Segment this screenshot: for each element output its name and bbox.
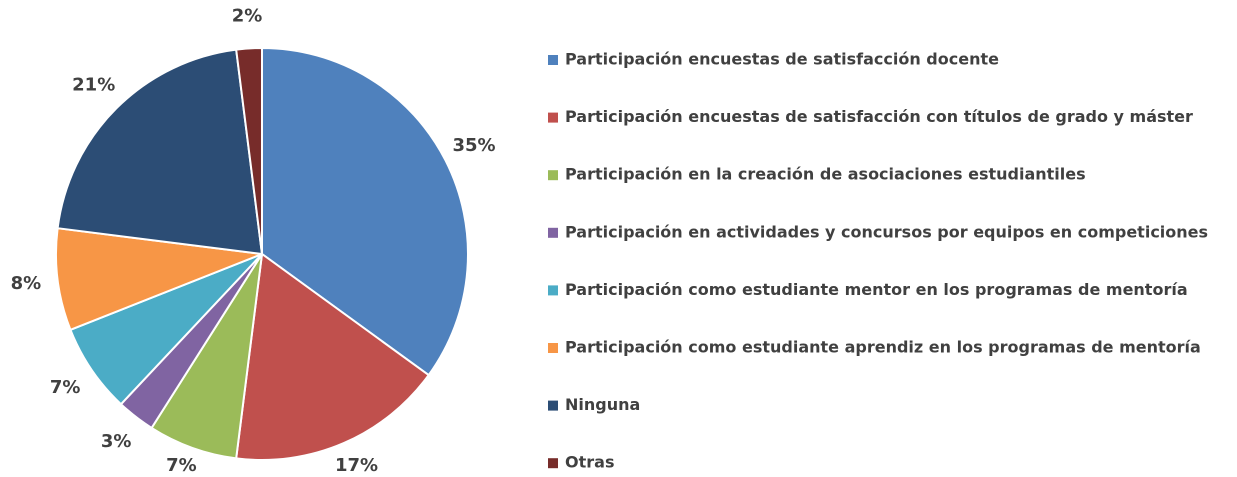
legend-swatch — [548, 55, 558, 65]
data-label: 7% — [166, 455, 197, 476]
legend-label: Participación en la creación de asociaci… — [565, 165, 1086, 184]
data-label: 35% — [453, 135, 496, 156]
legend-swatch — [548, 458, 558, 469]
pie-slice — [235, 46, 263, 255]
legend-swatch — [548, 170, 558, 181]
legend-label: Participación como estudiante aprendiz e… — [565, 338, 1201, 357]
pie-slice — [56, 48, 264, 256]
pie-slice — [55, 227, 263, 332]
legend-label: Participación encuestas de satisfacción … — [565, 50, 999, 69]
data-label: 21% — [72, 75, 115, 96]
data-label: 2% — [232, 5, 263, 26]
legend-swatch — [548, 400, 558, 411]
legend-label: Ninguna — [565, 395, 640, 414]
pie-slice — [235, 252, 431, 461]
data-label: 8% — [11, 273, 42, 294]
legend-swatch — [548, 343, 558, 353]
data-label: 3% — [101, 431, 132, 452]
data-label: 17% — [335, 455, 378, 476]
legend-swatch — [548, 285, 558, 296]
pie-slice — [261, 46, 469, 377]
legend-label: Participación encuestas de satisfacción … — [565, 107, 1193, 126]
data-label: 7% — [50, 377, 81, 398]
legend-swatch — [548, 112, 558, 123]
legend-swatch — [548, 227, 558, 238]
legend-label: Otras — [565, 453, 614, 472]
legend-label: Participación como estudiante mentor en … — [565, 280, 1188, 299]
legend-label: Participación en actividades y concursos… — [565, 222, 1208, 241]
